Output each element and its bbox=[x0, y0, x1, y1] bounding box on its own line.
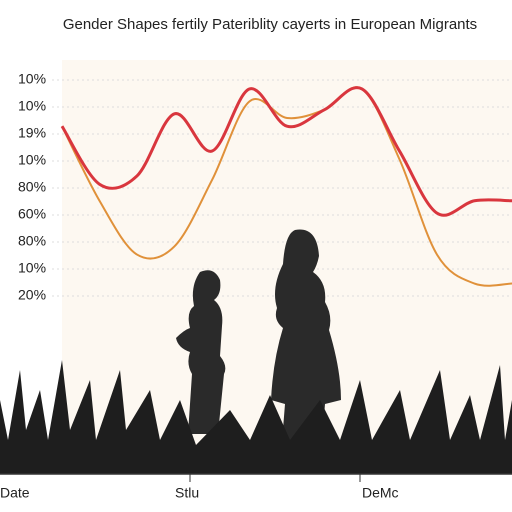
y-axis-label: 10% bbox=[18, 152, 46, 168]
y-axis-label: 60% bbox=[18, 206, 46, 222]
x-axis-label: Date bbox=[0, 485, 30, 501]
y-axis-label: 19% bbox=[18, 125, 46, 141]
y-axis-label: 10% bbox=[18, 260, 46, 276]
y-axis-label: 80% bbox=[18, 179, 46, 195]
series-line bbox=[60, 86, 512, 217]
x-axis-label: DeMc bbox=[362, 485, 399, 501]
silhouettes bbox=[176, 229, 341, 454]
child-silhouette bbox=[176, 270, 226, 434]
series-line bbox=[61, 86, 512, 287]
y-axis-label: 80% bbox=[18, 233, 46, 249]
y-axis-label: 10% bbox=[18, 71, 46, 87]
woman-silhouette bbox=[271, 229, 341, 454]
y-axis-label: 10% bbox=[18, 98, 46, 114]
chart-title: Gender Shapes fertily Pateriblity cayert… bbox=[63, 16, 477, 33]
y-axis-label: 20% bbox=[18, 287, 46, 303]
grass bbox=[0, 360, 512, 474]
x-axis-label: Stlu bbox=[175, 485, 199, 501]
